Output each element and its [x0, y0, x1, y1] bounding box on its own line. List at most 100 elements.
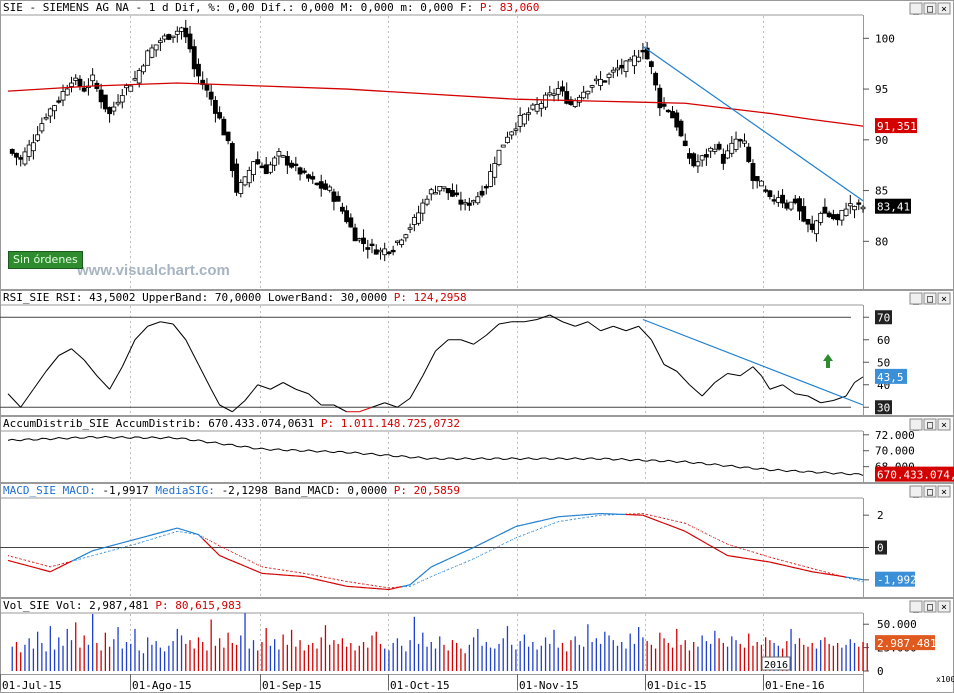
macd-line-segment — [803, 569, 809, 572]
signal-line-segment — [562, 519, 567, 522]
candle-body — [18, 157, 24, 160]
signal-line-segment — [773, 557, 779, 560]
window-button-1[interactable] — [923, 2, 937, 15]
candle-body — [221, 118, 227, 136]
candle-body — [428, 189, 434, 195]
signal-line-segment — [837, 574, 842, 577]
signal-line-segment — [414, 581, 419, 585]
rsi-line-segment — [460, 339, 474, 345]
signal-line-segment — [782, 560, 787, 563]
macd-line-segment — [329, 581, 335, 584]
macd-line-segment — [718, 550, 724, 554]
macd-line-segment — [253, 569, 258, 573]
candle-body — [60, 91, 66, 101]
macd-line-segment — [244, 565, 250, 569]
candle-body — [526, 112, 532, 115]
macd-line-segment — [185, 530, 191, 533]
signal-line-segment — [24, 559, 30, 562]
window-button-0[interactable] — [909, 2, 923, 15]
signal-line-segment — [659, 516, 665, 519]
candle-body — [589, 85, 595, 88]
macd-line-segment — [464, 548, 470, 552]
header-part: -2,1298 Band_MACD: 0,0000 — [222, 484, 394, 497]
rsi-line-segment — [134, 325, 149, 341]
macd-line-segment — [820, 572, 825, 575]
header-part: AccumDistrib_SIE AccumDistrib: 670.433.0… — [3, 417, 321, 430]
candle-body — [136, 70, 142, 84]
signal-line-segment — [367, 584, 373, 586]
candle-body — [348, 217, 354, 228]
panel-macd: MACD_SIE MACD: -1,9917 MediaSIG: -2,1298… — [0, 483, 954, 598]
candle-body — [399, 239, 405, 245]
candle-body — [805, 219, 811, 225]
rsi-line-segment — [244, 384, 259, 401]
window-button-2[interactable] — [937, 418, 951, 431]
candle-body — [716, 143, 722, 150]
ad-tick-label: 70.000 — [875, 445, 915, 458]
candle-body — [462, 202, 468, 205]
signal-line-segment — [270, 567, 275, 570]
macd-line-segment — [447, 556, 453, 560]
candle-body — [77, 78, 83, 87]
window-button-1[interactable] — [923, 292, 937, 305]
macd-line-segment — [697, 538, 703, 542]
rsi-line-segment — [845, 382, 855, 397]
window-button-0[interactable] — [909, 292, 923, 305]
candle-body — [458, 199, 464, 205]
signal-line-segment — [477, 554, 483, 558]
signal-line-segment — [206, 538, 212, 542]
signal-line-segment — [553, 521, 559, 524]
window-button-1[interactable] — [923, 600, 937, 613]
macd-line-segment — [829, 573, 834, 576]
macd-line-segment — [735, 556, 741, 559]
signal-line-segment — [202, 536, 208, 540]
header-part: -1,9917 — [102, 484, 155, 497]
candle-body — [141, 65, 146, 73]
candle-body — [407, 227, 413, 230]
window-button-1[interactable] — [923, 485, 937, 498]
window-button-2[interactable] — [937, 292, 951, 305]
window-button-2[interactable] — [937, 2, 951, 15]
candle-body — [636, 56, 642, 62]
candle-body — [132, 78, 138, 81]
candle-body — [102, 94, 108, 110]
rsi-line-segment — [270, 382, 284, 390]
window-button-2[interactable] — [937, 485, 951, 498]
macd-line-segment — [189, 531, 195, 534]
candle-body — [259, 165, 265, 169]
rsi-line-segment — [371, 402, 385, 408]
signal-line-segment — [41, 564, 47, 567]
window-button-0[interactable] — [909, 600, 923, 613]
macd-line-segment — [164, 529, 169, 533]
window-button-0[interactable] — [909, 485, 923, 498]
candle-body — [488, 171, 493, 187]
signal-line-segment — [655, 515, 660, 518]
candle-body — [420, 202, 426, 214]
window-button-1[interactable] — [923, 418, 937, 431]
rsi-line-segment — [807, 395, 821, 404]
window-button-0[interactable] — [909, 418, 923, 431]
candle-body — [665, 109, 671, 113]
candle-body — [835, 214, 841, 221]
signal-line-segment — [223, 547, 229, 551]
candle-body — [733, 138, 739, 150]
candle-body — [505, 136, 510, 143]
signal-line-segment — [524, 532, 529, 536]
signal-line-segment — [765, 555, 771, 558]
candle-body — [826, 212, 832, 218]
candle-body — [581, 91, 587, 99]
candle-body — [115, 101, 121, 105]
rsi-line-segment — [782, 384, 796, 395]
rsi-line-segment — [625, 325, 639, 332]
candle-body — [276, 151, 282, 157]
rsi-line-segment — [333, 404, 347, 413]
macd-line-segment — [100, 546, 106, 550]
macd-line-segment — [388, 587, 394, 591]
rsi-line-segment — [536, 314, 550, 320]
window-button-2[interactable] — [937, 600, 951, 613]
rsi-line-segment — [32, 370, 47, 390]
rsi-line-segment — [257, 384, 271, 390]
candle-body — [699, 155, 705, 161]
signal-line-segment — [744, 548, 749, 552]
macd-line-segment — [83, 552, 89, 556]
